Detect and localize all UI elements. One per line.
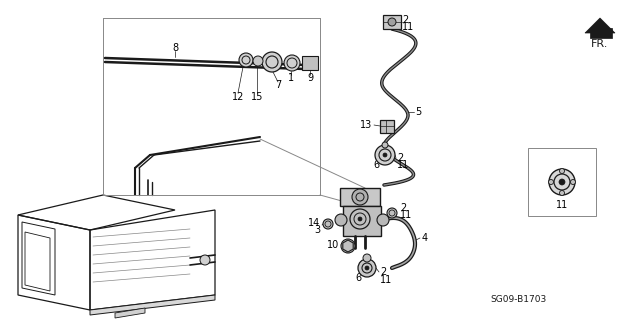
Polygon shape	[90, 295, 215, 315]
Text: 11: 11	[380, 275, 392, 285]
Text: 6: 6	[373, 160, 379, 170]
Circle shape	[352, 189, 368, 205]
Polygon shape	[115, 308, 145, 318]
Text: SG09-B1703: SG09-B1703	[490, 295, 547, 305]
Circle shape	[341, 239, 355, 253]
Circle shape	[323, 219, 333, 229]
Bar	[340, 188, 380, 206]
Text: 10: 10	[327, 240, 339, 250]
Circle shape	[548, 180, 554, 184]
Circle shape	[559, 190, 564, 196]
Circle shape	[383, 153, 387, 157]
Text: 5: 5	[415, 107, 421, 117]
Text: 15: 15	[251, 92, 263, 102]
Text: 11: 11	[402, 22, 414, 32]
Circle shape	[335, 214, 347, 226]
Text: 7: 7	[275, 80, 281, 90]
Circle shape	[284, 55, 300, 71]
Text: 2: 2	[397, 153, 403, 163]
Circle shape	[387, 208, 397, 218]
Bar	[383, 15, 401, 29]
Text: 2: 2	[400, 203, 406, 213]
Polygon shape	[590, 28, 612, 38]
Circle shape	[358, 217, 362, 221]
Text: 11: 11	[397, 160, 409, 170]
Bar	[380, 120, 394, 133]
Circle shape	[375, 145, 395, 165]
Circle shape	[382, 142, 388, 148]
Text: 11: 11	[556, 200, 568, 210]
Circle shape	[365, 266, 369, 270]
Circle shape	[358, 259, 376, 277]
Text: 9: 9	[307, 73, 313, 83]
Circle shape	[388, 18, 396, 26]
Text: 14: 14	[308, 218, 320, 228]
Text: 12: 12	[232, 92, 244, 102]
Circle shape	[559, 179, 565, 185]
Text: 2: 2	[380, 267, 387, 277]
Text: 4: 4	[422, 233, 428, 243]
Text: 11: 11	[400, 210, 412, 220]
Circle shape	[363, 254, 371, 262]
Text: 1: 1	[288, 73, 294, 83]
Bar	[528, 148, 596, 216]
Polygon shape	[343, 240, 353, 252]
Polygon shape	[585, 18, 615, 33]
Text: 8: 8	[172, 43, 178, 53]
Circle shape	[559, 168, 564, 174]
Circle shape	[239, 53, 253, 67]
Text: 3: 3	[314, 225, 320, 235]
Circle shape	[377, 214, 389, 226]
Bar	[302, 56, 318, 70]
Text: 13: 13	[360, 120, 372, 130]
Circle shape	[549, 169, 575, 195]
Circle shape	[262, 52, 282, 72]
Text: 6: 6	[355, 273, 361, 283]
Text: 2: 2	[402, 15, 408, 25]
Circle shape	[253, 56, 263, 66]
Circle shape	[200, 255, 210, 265]
Text: FR.: FR.	[591, 39, 609, 49]
Circle shape	[570, 180, 575, 184]
Bar	[343, 206, 381, 236]
